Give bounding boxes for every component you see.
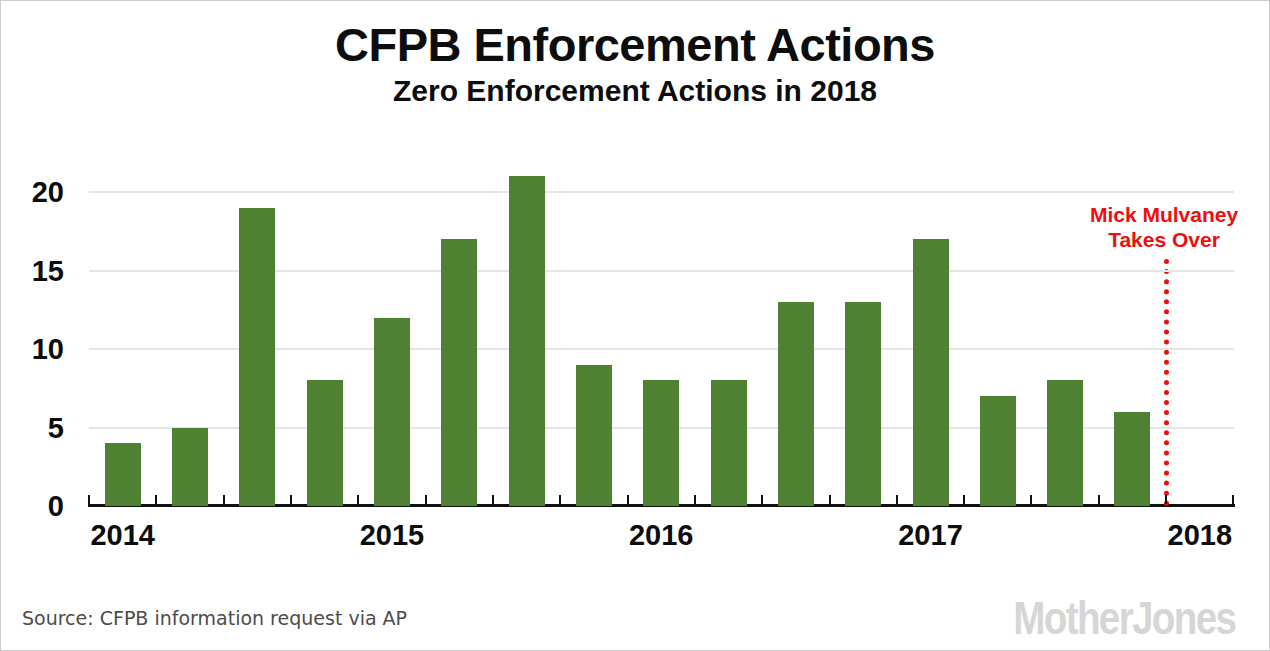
x-axis-year-label: 2015: [360, 519, 425, 552]
x-axis-tick: [694, 495, 696, 504]
bar: [105, 443, 141, 506]
bar: [711, 380, 747, 506]
x-axis-tick: [223, 495, 225, 504]
x-axis-year-label: 2017: [898, 519, 963, 552]
x-axis-tick: [896, 495, 898, 504]
annotation-line-1: Mick Mulvaney: [1090, 202, 1238, 227]
bar: [172, 428, 208, 507]
bar: [980, 396, 1016, 506]
y-axis-tick-label: 15: [1, 254, 64, 288]
mulvaney-marker-line: [1164, 259, 1169, 506]
bar: [778, 302, 814, 506]
x-axis-year-label: 2016: [629, 519, 694, 552]
bar: [845, 302, 881, 506]
x-axis-year-label: 2014: [90, 519, 155, 552]
bar: [374, 318, 410, 506]
x-axis-tick: [963, 495, 965, 504]
y-axis-tick-label: 5: [1, 411, 64, 445]
x-axis-tick: [627, 495, 629, 504]
annotation-line-2: Takes Over: [1090, 227, 1238, 252]
x-axis-tick: [761, 495, 763, 504]
x-axis-tick: [559, 495, 561, 504]
gridline: [89, 191, 1234, 193]
bar: [307, 380, 343, 506]
x-axis-tick: [155, 495, 157, 504]
x-axis-tick: [1165, 495, 1167, 504]
bar: [1114, 412, 1150, 506]
y-axis-tick-label: 0: [1, 489, 64, 523]
bar: [509, 176, 545, 506]
bar: [1047, 380, 1083, 506]
plot-area: Mick Mulvaney Takes Over 0 5 10 15 20 2014 201…: [1, 1, 1269, 650]
mulvaney-annotation: Mick Mulvaney Takes Over: [1090, 202, 1238, 252]
x-axis-tick: [1030, 495, 1032, 504]
bar: [913, 239, 949, 506]
y-axis-tick-label: 10: [1, 332, 64, 366]
y-axis-tick-label: 20: [1, 175, 64, 209]
x-axis-tick: [425, 495, 427, 504]
x-axis-tick: [357, 495, 359, 504]
bar: [239, 208, 275, 506]
source-note: Source: CFPB information request via AP: [22, 607, 407, 629]
x-axis-tick: [1098, 495, 1100, 504]
x-axis-tick: [88, 495, 90, 504]
x-axis-tick: [290, 495, 292, 504]
x-axis-year-label: 2018: [1168, 519, 1233, 552]
bar: [441, 239, 477, 506]
x-axis-tick: [829, 495, 831, 504]
chart-frame: CFPB Enforcement Actions Zero Enforcemen…: [0, 0, 1270, 651]
bar: [576, 365, 612, 506]
bar: [643, 380, 679, 506]
motherjones-logo: MotherJones: [1013, 591, 1235, 645]
x-axis-tick: [492, 495, 494, 504]
x-axis-tick: [1232, 495, 1234, 504]
